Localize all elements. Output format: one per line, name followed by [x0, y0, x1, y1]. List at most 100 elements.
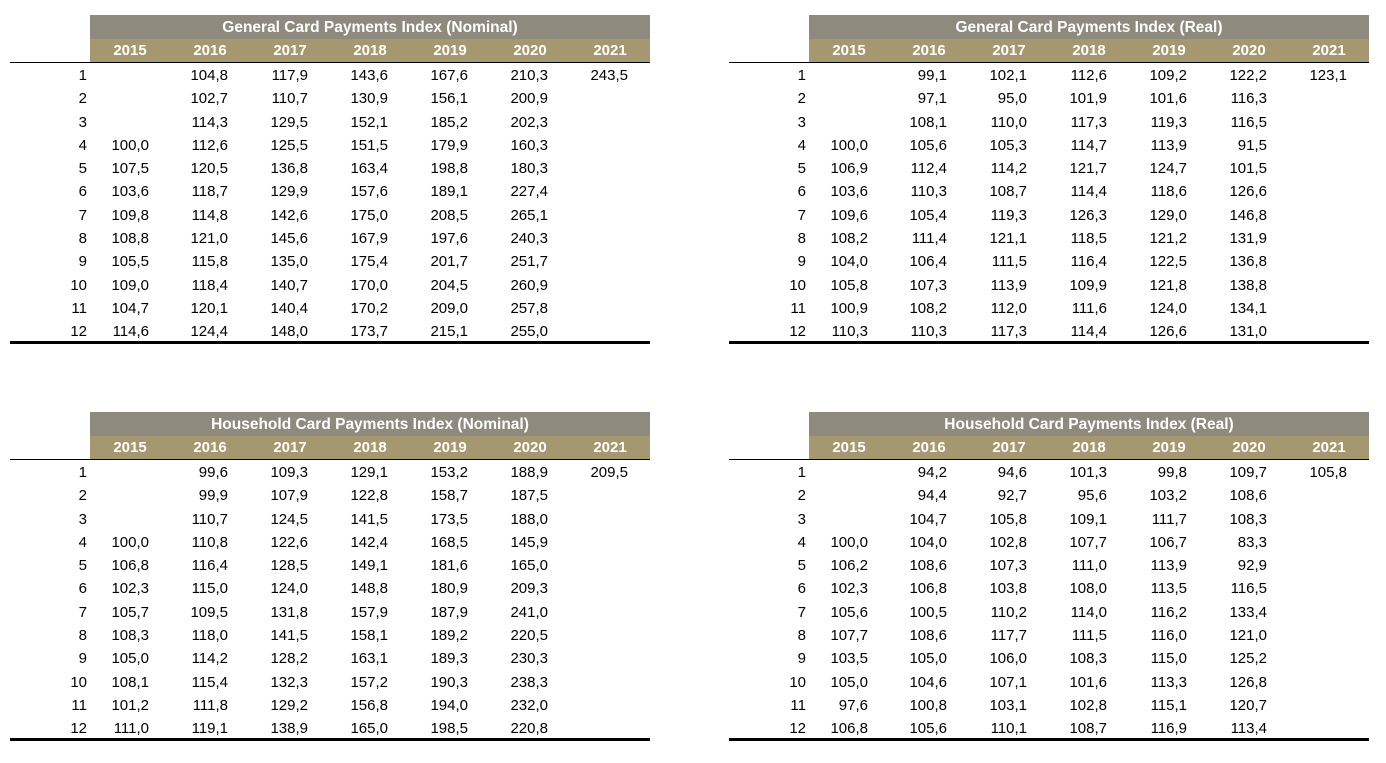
table-row: 6 103,6 110,3 108,7 114,4 118,6 126,6: [729, 180, 1369, 203]
table-row: 7 105,6 100,5 110,2 114,0 116,2 133,4: [729, 601, 1369, 624]
value-cell: 133,4: [1229, 603, 1267, 621]
value-cell: 102,8: [989, 533, 1027, 551]
table-row: 8 108,3 118,0 141,5 158,1 189,2 220,5: [10, 624, 650, 647]
month-label: 5: [797, 557, 806, 575]
value-cell: 111,0: [1071, 557, 1107, 575]
month-label: 10: [70, 673, 87, 691]
value-cell: 255,0: [510, 323, 548, 341]
value-cell: 100,0: [111, 533, 149, 551]
value-cell: 94,6: [997, 464, 1027, 481]
month-label: 5: [78, 160, 87, 178]
value-cell: 83,3: [1237, 533, 1267, 551]
month-label: 7: [797, 603, 806, 621]
value-cell: 105,0: [830, 673, 868, 691]
value-cell: 114,6: [112, 323, 149, 341]
table-bottom-border: [10, 738, 650, 741]
value-cell: 157,9: [350, 603, 388, 621]
value-cell: 109,2: [1149, 67, 1187, 84]
month-label: 4: [797, 136, 806, 154]
value-cell: 106,7: [1149, 533, 1187, 551]
value-cell: 215,1: [430, 323, 468, 341]
table-bottom-border: [729, 738, 1369, 741]
value-cell: 106,8: [830, 720, 868, 738]
value-cell: 227,4: [510, 183, 548, 201]
value-cell: 105,6: [830, 603, 868, 621]
value-cell: 145,6: [270, 230, 308, 248]
value-cell: 220,8: [510, 720, 548, 738]
value-cell: 111,7: [1151, 510, 1187, 528]
table-row: 5 107,5 120,5 136,8 163,4 198,8 180,3: [10, 157, 650, 180]
table-row: 3 108,1 110,0 117,3 119,3 116,5: [729, 111, 1369, 134]
value-cell: 113,5: [1150, 580, 1187, 598]
value-cell: 170,2: [350, 299, 388, 317]
value-cell: 102,1: [989, 67, 1027, 84]
table-row: 3 104,7 105,8 109,1 111,7 108,3: [729, 508, 1369, 531]
value-cell: 122,5: [1149, 253, 1187, 271]
header-divider: [729, 62, 1369, 63]
value-cell: 105,6: [909, 136, 947, 154]
value-cell: 126,3: [1069, 206, 1107, 224]
value-cell: 91,5: [1237, 136, 1267, 154]
value-cell: 104,7: [909, 510, 947, 528]
month-label: 4: [78, 533, 87, 551]
header-divider: [10, 459, 650, 460]
value-cell: 119,3: [1150, 113, 1187, 131]
value-cell: 129,1: [350, 464, 388, 481]
value-cell: 126,6: [1149, 323, 1187, 341]
value-cell: 163,1: [350, 650, 388, 668]
value-cell: 194,0: [430, 696, 468, 714]
value-cell: 168,5: [430, 533, 468, 551]
year-header: 2015: [113, 439, 147, 456]
value-cell: 117,7: [990, 627, 1027, 645]
year-header: 2017: [992, 439, 1026, 456]
value-cell: 243,5: [590, 67, 628, 84]
value-cell: 173,7: [350, 323, 388, 341]
month-label: 2: [797, 487, 806, 505]
value-cell: 116,2: [1150, 603, 1187, 621]
table-body: 1 99,6 109,3 129,1 153,2 188,9 209,5 2 99,9 107,9…: [10, 461, 650, 741]
value-cell: 122,6: [270, 533, 308, 551]
value-cell: 115,8: [191, 253, 228, 271]
value-cell: 108,3: [1229, 510, 1267, 528]
value-cell: 201,7: [430, 253, 468, 271]
month-label: 9: [797, 253, 806, 271]
value-cell: 121,0: [1229, 627, 1267, 645]
year-header: 2019: [1152, 42, 1186, 59]
value-cell: 114,7: [1070, 136, 1107, 154]
month-label: 11: [71, 696, 87, 714]
value-cell: 97,1: [917, 90, 947, 108]
table-row: 9 103,5 105,0 106,0 108,3 115,0 125,2: [729, 647, 1369, 670]
value-cell: 156,1: [430, 90, 468, 108]
value-cell: 163,4: [350, 160, 388, 178]
table-row: 12 114,6 124,4 148,0 173,7 215,1 255,0: [10, 320, 650, 343]
value-cell: 220,5: [510, 627, 548, 645]
year-header: 2021: [593, 439, 627, 456]
value-cell: 238,3: [510, 673, 548, 691]
value-cell: 110,2: [990, 603, 1027, 621]
value-cell: 107,7: [1069, 533, 1107, 551]
value-cell: 108,6: [909, 627, 947, 645]
value-cell: 167,6: [430, 67, 468, 84]
value-cell: 141,5: [350, 510, 388, 528]
value-cell: 232,0: [510, 696, 548, 714]
value-cell: 136,8: [270, 160, 308, 178]
value-cell: 106,4: [909, 253, 947, 271]
value-cell: 99,9: [198, 487, 228, 505]
value-cell: 103,2: [1149, 487, 1187, 505]
value-cell: 113,4: [1230, 720, 1267, 738]
value-cell: 129,5: [270, 113, 308, 131]
value-cell: 114,4: [1070, 323, 1107, 341]
month-label: 10: [789, 276, 806, 294]
value-cell: 112,6: [191, 136, 228, 154]
value-cell: 99,6: [198, 464, 228, 481]
table-row: 11 104,7 120,1 140,4 170,2 209,0 257,8: [10, 297, 650, 320]
year-header: 2016: [912, 42, 946, 59]
value-cell: 187,9: [430, 603, 468, 621]
table-row: 10 105,8 107,3 113,9 109,9 121,8 138,8: [729, 274, 1369, 297]
value-cell: 104,7: [111, 299, 149, 317]
value-cell: 113,9: [1150, 136, 1187, 154]
month-label: 8: [78, 230, 87, 248]
value-cell: 120,7: [1229, 696, 1267, 714]
value-cell: 108,7: [989, 183, 1027, 201]
month-label: 6: [78, 580, 87, 598]
